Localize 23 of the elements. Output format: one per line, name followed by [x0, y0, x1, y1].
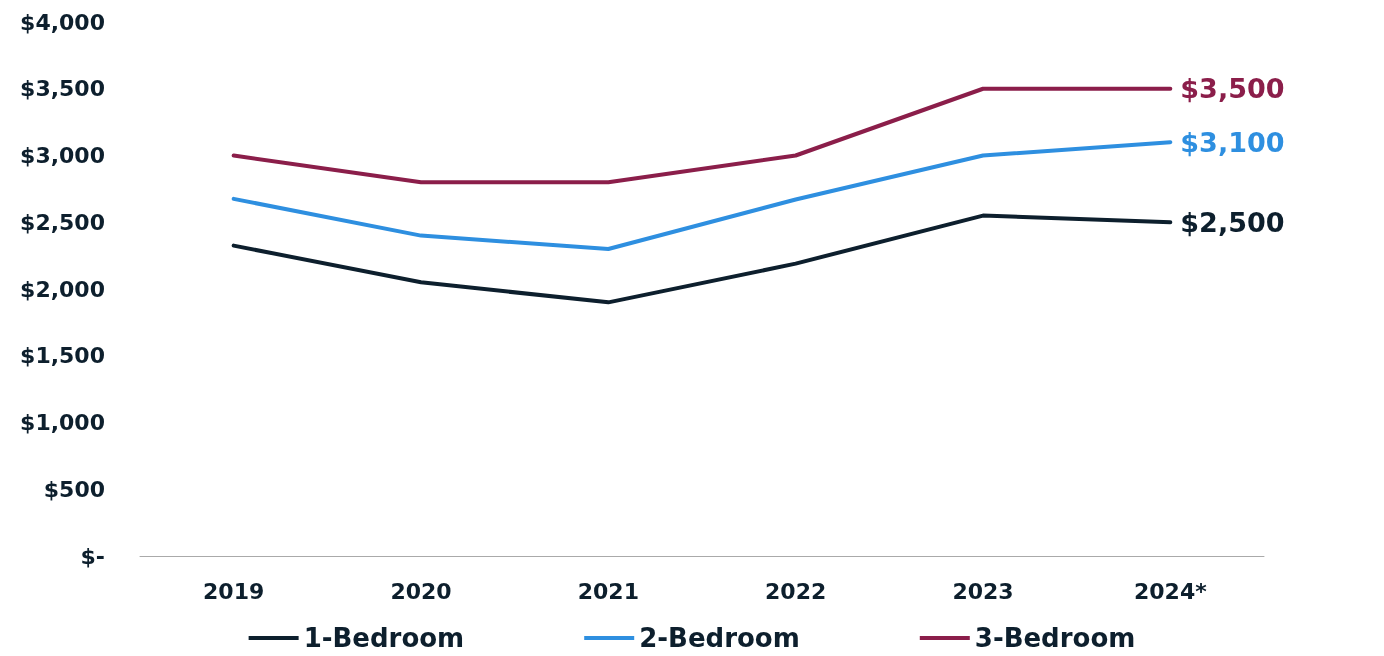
x-tick-label: 2024* — [1133, 578, 1208, 604]
y-tick-label: $4,000 — [20, 9, 105, 35]
y-tick-label: $1,500 — [20, 343, 105, 369]
x-tick-label: 2019 — [203, 578, 265, 604]
line-series — [231, 140, 1173, 251]
x-tick-label: 2020 — [390, 578, 452, 604]
data-label: $3,500 — [1180, 73, 1285, 105]
x-tick-label: 2021 — [577, 578, 639, 604]
legend-label: 2-Bedroom — [639, 623, 800, 653]
x-tick-label: 2022 — [765, 578, 827, 604]
y-tick-label: $2,000 — [20, 276, 105, 302]
y-tick-label: $1,000 — [20, 410, 105, 435]
data-label: $2,500 — [1180, 206, 1285, 238]
x-tick-label: 2023 — [952, 578, 1014, 604]
legend-label: 1-Bedroom — [303, 623, 465, 653]
y-tick-label: $3,000 — [20, 143, 105, 168]
line-series — [231, 213, 1173, 305]
y-tick-label: $3,500 — [20, 76, 105, 102]
y-tick-label: $2,500 — [20, 209, 105, 235]
y-tick-label: $- — [80, 543, 105, 569]
legend-label: 3-Bedroom — [974, 623, 1136, 653]
y-tick-label: $500 — [43, 476, 105, 502]
data-label: $3,100 — [1180, 126, 1285, 158]
